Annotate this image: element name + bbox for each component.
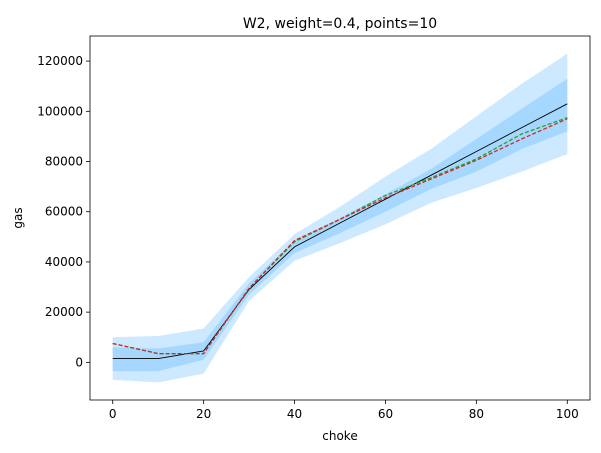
y-tick-label: 100000 [37,104,83,118]
x-tick-label: 100 [556,407,579,421]
series-lines [112,103,568,360]
x-axis: 0 20 40 60 80 100 [109,400,579,421]
confidence-bands [112,53,568,383]
x-tick-label: 20 [196,407,211,421]
y-tick-label: 40000 [45,255,83,269]
x-tick-label: 60 [378,407,393,421]
series-line-2 [112,116,568,355]
y-tick-label: 120000 [37,54,83,68]
chart-title: W2, weight=0.4, points=10 [243,16,437,32]
y-tick-label: 20000 [45,305,83,319]
plot-frame [89,35,591,401]
series-line-1 [112,103,568,360]
y-tick-label: 60000 [45,205,83,219]
y-tick-label: 0 [75,355,83,369]
series-line-3 [112,118,568,355]
band-2 [112,78,568,372]
y-axis-label: gas [11,207,25,228]
y-tick-label: 80000 [45,155,83,169]
x-axis-label: choke [322,429,357,443]
x-tick-label: 40 [287,407,302,421]
y-axis: 0 20000 40000 60000 80000 100000 120000 [37,54,90,369]
x-tick-label: 80 [469,407,484,421]
x-tick-label: 0 [109,407,117,421]
